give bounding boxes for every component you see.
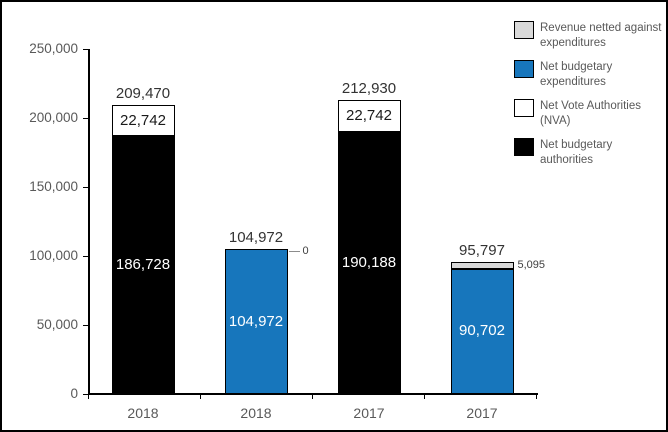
category-label: 2018 (127, 405, 159, 421)
bar-segment (450, 268, 514, 394)
legend-item: Revenue netted against expenditures (514, 21, 666, 51)
bar-segment (111, 136, 175, 394)
x-axis (88, 393, 538, 395)
legend: Revenue netted against expenditures Net b… (514, 21, 666, 177)
y-axis-tick (83, 255, 88, 257)
legend-swatch (514, 99, 534, 117)
annotation-label: 0 (302, 245, 309, 258)
bar-total-label: 209,470 (115, 84, 171, 102)
bar-segment-label: 186,728 (115, 256, 171, 274)
x-axis-tick (423, 395, 425, 399)
x-axis-tick (199, 395, 201, 399)
legend-label: Net budgetary authorities (540, 139, 613, 166)
bar-segment-label: 190,188 (341, 253, 397, 271)
legend-item: Net budgetary expenditures (514, 60, 666, 90)
y-axis-tick-label: 0 (70, 386, 78, 401)
bar-segment (337, 100, 401, 132)
y-axis-tick (83, 186, 88, 188)
annotation-label: 5,095 (517, 258, 546, 271)
legend-label: Revenue netted against expenditures (540, 22, 662, 49)
y-axis-tick (83, 117, 88, 119)
y-axis-tick-label: 250,000 (29, 41, 78, 56)
bar-segment (111, 104, 175, 137)
legend-item: Net budgetary authorities (514, 138, 666, 168)
bar-total-label: 104,972 (228, 229, 284, 247)
bar-segment (337, 131, 401, 394)
bar-segment-label: 104,972 (228, 312, 284, 330)
bar-total-label: 95,797 (459, 241, 505, 259)
legend-item: Net Vote Authorities (NVA) (514, 99, 666, 129)
y-axis (88, 49, 90, 395)
y-axis-tick-label: 150,000 (29, 179, 78, 194)
annotation-leader-line (288, 251, 300, 253)
y-axis-tick-label: 50,000 (36, 317, 78, 332)
category-label: 2017 (466, 405, 498, 421)
y-axis-tick (83, 48, 88, 50)
y-axis-tick (83, 324, 88, 326)
category-label: 2018 (240, 405, 272, 421)
bar-segment-label: 22,742 (346, 106, 392, 124)
bar-segment (450, 261, 514, 269)
x-axis-tick (87, 395, 89, 399)
legend-label: Net Vote Authorities (NVA) (540, 100, 642, 127)
legend-label: Net budgetary expenditures (540, 61, 613, 88)
x-axis-tick (311, 395, 313, 399)
bar-segment (224, 249, 288, 394)
bar-segment-label: 22,742 (120, 111, 166, 129)
legend-swatch (514, 21, 534, 39)
y-axis-tick-label: 200,000 (29, 110, 78, 125)
bar-segment-label: 90,702 (459, 322, 505, 340)
y-axis-tick-label: 100,000 (29, 248, 78, 263)
bar-total-label: 212,930 (341, 80, 397, 98)
legend-swatch (514, 60, 534, 78)
y-axis-tick (83, 393, 88, 395)
x-axis-tick (535, 395, 537, 399)
category-label: 2017 (353, 405, 385, 421)
legend-swatch (514, 138, 534, 156)
